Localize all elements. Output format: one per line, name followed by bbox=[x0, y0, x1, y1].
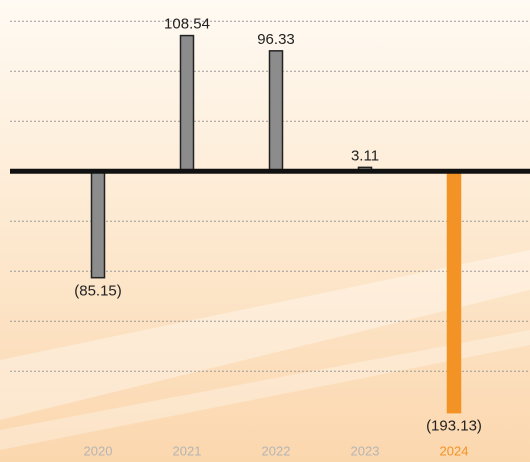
bar bbox=[268, 50, 284, 172]
light-streak bbox=[0, 250, 530, 420]
value-label: (193.13) bbox=[426, 418, 482, 435]
value-label: (85.15) bbox=[74, 283, 122, 300]
x-tick-label: 2022 bbox=[262, 443, 291, 458]
bar bbox=[179, 34, 195, 173]
light-streak bbox=[0, 330, 530, 450]
bar bbox=[90, 170, 106, 279]
x-tick-label: 2023 bbox=[351, 443, 380, 458]
value-label: 108.54 bbox=[164, 16, 210, 33]
value-label: 3.11 bbox=[351, 147, 379, 164]
x-tick-label: 2020 bbox=[84, 443, 113, 458]
bar bbox=[446, 170, 462, 414]
x-tick-label: 2021 bbox=[173, 443, 202, 458]
x-tick-label: 2024 bbox=[440, 443, 469, 458]
value-label: 96.33 bbox=[257, 31, 295, 48]
